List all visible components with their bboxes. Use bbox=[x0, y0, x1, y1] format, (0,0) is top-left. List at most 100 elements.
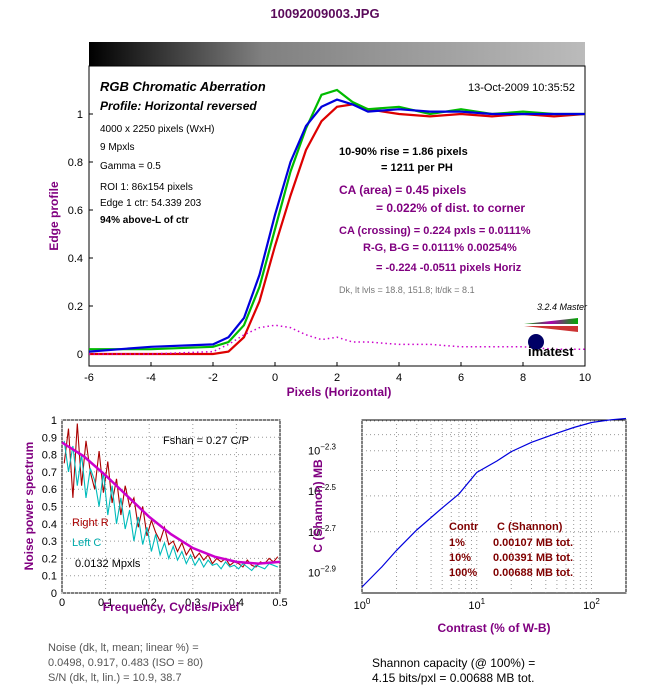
y-tick-label: 0.2 bbox=[42, 553, 57, 565]
x-tick-label: 0 bbox=[272, 372, 278, 384]
table-row-2-contr: 10% bbox=[449, 552, 471, 564]
shannon-table: Contr C (Shannon) 1% 0.00107 MB tot. 10%… bbox=[449, 521, 573, 579]
stat-dk: Dk, lt lvls = 18.8, 151.8; lt/dk = 8.1 bbox=[339, 285, 475, 295]
shannon-grid bbox=[361, 420, 627, 593]
info-above: 94% above-L of ctr bbox=[100, 215, 189, 226]
logo-brand: imatest bbox=[528, 344, 574, 359]
fshan-label: Fshan = 0.27 C/P bbox=[163, 435, 249, 447]
stat-rise: 10-90% rise = 1.86 pixels bbox=[339, 146, 468, 158]
y-tick-label: 0.7 bbox=[42, 467, 57, 479]
noise-mpxls: 0.0132 Mpxls bbox=[75, 558, 141, 570]
y-tick-label: 0.8 bbox=[42, 450, 57, 462]
y-tick-label: 0.8 bbox=[68, 157, 83, 169]
table-row-3-contr: 100% bbox=[449, 567, 477, 579]
y-tick-label: 0.2 bbox=[68, 301, 83, 313]
y-tick-label: 0.3 bbox=[42, 536, 57, 548]
logo-version: 3.2.4 Master bbox=[537, 302, 588, 312]
x-tick-label: 102 bbox=[583, 597, 600, 612]
x-tick-label: -4 bbox=[146, 372, 156, 384]
logo-sphere-icon bbox=[528, 334, 544, 350]
logo-fan-icon-2 bbox=[524, 326, 578, 332]
stat-horiz: = -0.224 -0.0511 pixels Horiz bbox=[376, 262, 522, 274]
series-line-fit bbox=[61, 441, 281, 565]
table-row-2-value: 0.00391 MB tot. bbox=[493, 552, 573, 564]
legend-right-r: Right R bbox=[72, 517, 109, 529]
imatest-logo: 3.2.4 Master imatest bbox=[524, 302, 588, 359]
stat-per-ph: = 1211 per PH bbox=[381, 162, 453, 174]
info-gamma: Gamma = 0.5 bbox=[100, 161, 161, 172]
x-tick-label: 0.1 bbox=[98, 597, 113, 609]
series-line-red bbox=[89, 103, 586, 356]
info-edge-ctr: Edge 1 ctr: 54.339 203 bbox=[100, 198, 202, 209]
table-row-1-value: 0.00107 MB tot. bbox=[493, 537, 573, 549]
noise-spectrum-chart: 0 0.1 0.2 0.3 0.4 0.5 0 0.1 0.2 0.3 0.4 0.5 0.6 0.7 0.… bbox=[22, 415, 288, 614]
y-tick-label: 10−2.9 bbox=[308, 565, 337, 580]
shannon-plot-frame bbox=[361, 419, 627, 594]
x-tick-label: 0.5 bbox=[272, 597, 287, 609]
logo-fan-icon bbox=[524, 318, 578, 324]
y-tick-label: 0.1 bbox=[42, 571, 57, 583]
y-tick-label: 0.6 bbox=[42, 484, 57, 496]
y-tick-label: 0.4 bbox=[42, 519, 57, 531]
x-tick-label: 100 bbox=[354, 597, 371, 612]
y-tick-label: 0 bbox=[51, 588, 57, 600]
stat-ca-area-pct: = 0.022% of dist. to corner bbox=[376, 201, 525, 215]
x-tick-label: 6 bbox=[458, 372, 464, 384]
x-tick-label: 8 bbox=[520, 372, 526, 384]
table-header-contr: Contr bbox=[449, 521, 479, 533]
main-xlabel: Pixels (Horizontal) bbox=[287, 385, 392, 399]
x-tick-label: 0.4 bbox=[229, 597, 244, 609]
info-roi: ROI 1: 86x154 pixels bbox=[100, 182, 193, 193]
x-tick-label: 10 bbox=[579, 372, 591, 384]
x-tick-label: 2 bbox=[334, 372, 340, 384]
series-line-dark_red_noise bbox=[63, 423, 279, 568]
table-header-c: C (Shannon) bbox=[497, 521, 563, 533]
noise-footer-2: 0.0498, 0.917, 0.483 (ISO = 80) bbox=[48, 657, 204, 669]
main-series-group bbox=[88, 88, 586, 356]
series-line-cyan bbox=[63, 440, 279, 572]
noise-footer-3: S/N (dk, lt, lin.) = 10.9, 38.7 bbox=[48, 672, 182, 684]
x-tick-label: 0 bbox=[59, 597, 65, 609]
main-title: RGB Chromatic Aberration bbox=[100, 79, 266, 94]
y-tick-label: 10−2.3 bbox=[308, 443, 337, 458]
main-axis-ticks: -6 -4 -2 0 2 4 6 8 10 0 0.2 0.4 0.6 0.8 1 bbox=[68, 109, 591, 384]
noise-grid bbox=[61, 419, 281, 594]
table-row-1-contr: 1% bbox=[449, 537, 465, 549]
timestamp: 13-Oct-2009 10:35:52 bbox=[468, 82, 575, 94]
x-tick-label: 0.3 bbox=[185, 597, 200, 609]
series-line-blue bbox=[361, 417, 627, 588]
gray-gradient-strip bbox=[89, 42, 585, 66]
legend-left-c: Left C bbox=[72, 537, 101, 549]
x-tick-label: -6 bbox=[84, 372, 94, 384]
x-tick-label: 0.2 bbox=[142, 597, 157, 609]
shannon-ylabel: C (Shannon) MB bbox=[311, 459, 325, 553]
x-tick-label: 4 bbox=[396, 372, 402, 384]
series-line-blue bbox=[88, 98, 585, 353]
y-tick-label: 0 bbox=[77, 349, 83, 361]
noise-axis-ticks: 0 0.1 0.2 0.3 0.4 0.5 0 0.1 0.2 0.3 0.4 0.5 0.6 0.7 0.… bbox=[42, 415, 288, 609]
x-tick-label: 101 bbox=[468, 597, 485, 612]
main-subtitle: Profile: Horizontal reversed bbox=[100, 99, 257, 113]
x-tick-label: -2 bbox=[208, 372, 218, 384]
info-pixels: 4000 x 2250 pixels (WxH) bbox=[100, 124, 215, 135]
shannon-footer-2: 4.15 bits/pxl = 0.00688 MB tot. bbox=[372, 671, 535, 685]
y-tick-label: 1 bbox=[77, 109, 83, 121]
shannon-xlabel: Contrast (% of W-B) bbox=[437, 621, 550, 635]
shannon-footer-1: Shannon capacity (@ 100%) = bbox=[372, 656, 536, 670]
noise-footer-1: Noise (dk, lt, mean; linear %) = bbox=[48, 642, 199, 654]
y-tick-label: 0.4 bbox=[68, 253, 83, 265]
stat-ca-crossing: CA (crossing) = 0.224 pxls = 0.0111% bbox=[339, 225, 531, 237]
file-title: 10092009003.JPG bbox=[270, 6, 380, 21]
info-mpxls: 9 Mpxls bbox=[100, 142, 134, 153]
noise-ylabel: Noise power spectrum bbox=[22, 442, 36, 571]
noise-series-group bbox=[61, 423, 281, 572]
shannon-series-group bbox=[361, 417, 627, 588]
stat-rg-bg: R-G, B-G = 0.0111% 0.00254% bbox=[363, 242, 517, 254]
main-ylabel: Edge profile bbox=[47, 181, 61, 251]
series-line-magenta bbox=[89, 324, 585, 355]
y-tick-label: 0.5 bbox=[42, 502, 57, 514]
edge-profile-chart: -6 -4 -2 0 2 4 6 8 10 0 0.2 0.4 0.6 0.8 1 RGB Chromati… bbox=[47, 42, 591, 399]
table-row-3-value: 0.00688 MB tot. bbox=[493, 567, 573, 579]
